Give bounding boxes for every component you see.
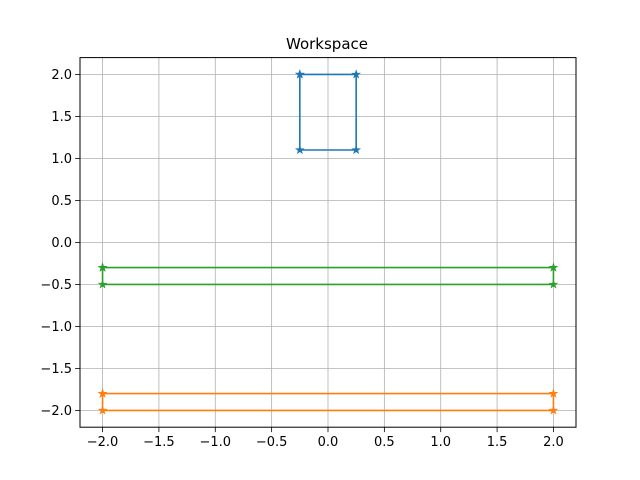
series-point [97, 279, 108, 289]
x-tick-label: 2.0 [543, 435, 564, 450]
y-axis: 2.0 1.5 1.0 0.5 0.0 −0.5 −1.0 −1.5 −2.0 [40, 68, 80, 419]
x-tick-label: −1.5 [143, 435, 175, 450]
series-point [548, 388, 559, 398]
series-point [351, 69, 362, 79]
series-2 [97, 388, 559, 415]
y-tick-label: 0.0 [51, 236, 72, 251]
series-point [294, 69, 305, 79]
series-point [97, 388, 108, 398]
y-tick-label: 2.0 [51, 68, 72, 83]
x-axis: −2.0 −1.5 −1.0 −0.5 0.0 0.5 1.0 1.5 2.0 [87, 427, 564, 450]
series-1 [294, 69, 362, 155]
y-tick-label: −2.0 [40, 404, 72, 419]
y-tick-label: 1.5 [51, 110, 72, 125]
series-point [351, 144, 362, 155]
x-tick-label: −2.0 [87, 435, 119, 450]
series-point [548, 262, 559, 272]
y-tick-label: 0.5 [51, 194, 72, 209]
x-tick-label: −1.0 [199, 435, 231, 450]
series-point [548, 405, 559, 415]
y-tick-label: −1.0 [40, 320, 72, 335]
series-point [294, 144, 305, 155]
x-tick-label: 0.5 [374, 435, 395, 450]
series-3 [97, 262, 559, 289]
y-tick-label: −0.5 [40, 278, 72, 293]
series-point [97, 405, 108, 415]
y-tick-label: 1.0 [51, 152, 72, 167]
x-tick-label: 0.0 [318, 435, 339, 450]
y-tick-label: −1.5 [40, 362, 72, 377]
series-layer [97, 69, 559, 415]
series-point [548, 279, 559, 289]
x-tick-label: −0.5 [256, 435, 288, 450]
x-tick-label: 1.5 [487, 435, 508, 450]
x-tick-label: 1.0 [430, 435, 451, 450]
series-point [97, 262, 108, 272]
chart-title: Workspace [286, 35, 368, 53]
